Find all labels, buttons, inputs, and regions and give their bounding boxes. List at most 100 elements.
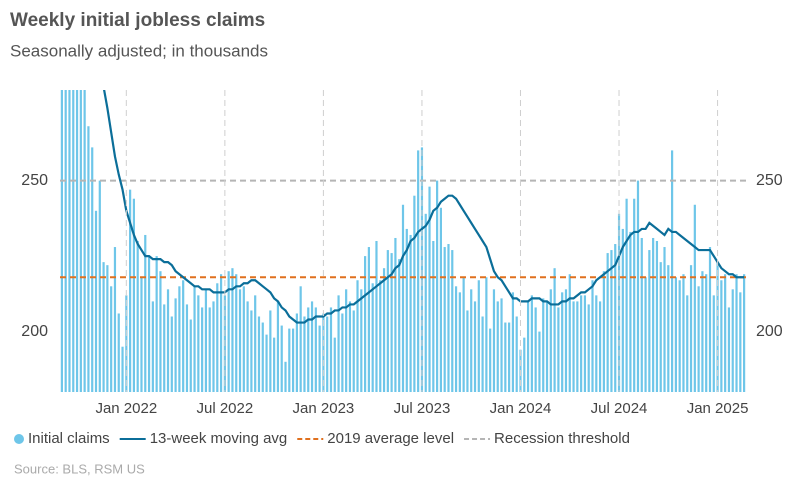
bar	[724, 274, 727, 392]
bar	[636, 180, 640, 392]
bar	[587, 304, 590, 392]
bar	[68, 90, 71, 392]
bar	[515, 316, 518, 392]
bar	[238, 289, 242, 392]
bar	[117, 313, 120, 392]
bar	[121, 346, 124, 392]
source-note: Source: BLS, RSM US	[14, 461, 145, 476]
bar	[481, 316, 484, 392]
bar	[398, 259, 401, 392]
bar	[83, 90, 86, 392]
bar	[261, 322, 264, 392]
bar	[189, 319, 192, 392]
bar	[564, 289, 568, 392]
bar	[310, 301, 314, 392]
legend-label: Recession threshold	[494, 430, 630, 447]
bar	[235, 274, 238, 392]
bar	[382, 268, 386, 392]
bar	[644, 277, 647, 392]
bar	[496, 301, 499, 392]
bar	[511, 292, 515, 392]
bar	[739, 292, 742, 392]
bar	[367, 247, 370, 392]
bar	[87, 126, 90, 392]
bar	[303, 316, 306, 392]
bar	[580, 295, 583, 392]
bar	[701, 271, 704, 392]
bar	[686, 295, 689, 392]
chart-title: Weekly initial jobless claims	[10, 10, 265, 31]
bar	[231, 268, 234, 392]
bar	[269, 310, 272, 392]
bar	[356, 280, 359, 392]
line	[103, 90, 745, 324]
bar	[705, 274, 708, 392]
bar	[655, 241, 659, 392]
bar	[390, 253, 393, 392]
x-tick-label: Jul 2022	[197, 400, 254, 417]
bar	[436, 180, 439, 392]
bar	[216, 283, 219, 392]
bar	[348, 301, 352, 392]
bar	[174, 298, 177, 392]
legend-label: 13-week moving avg	[150, 430, 288, 447]
bar	[166, 289, 170, 392]
bar	[621, 228, 624, 392]
bar	[288, 328, 291, 392]
bar	[549, 289, 552, 392]
bar	[265, 334, 268, 392]
bar	[60, 90, 63, 392]
bar	[132, 198, 136, 392]
bar	[523, 337, 526, 392]
bar	[291, 328, 295, 392]
bar	[178, 286, 181, 392]
bar	[307, 307, 310, 392]
bar	[371, 283, 374, 392]
bar	[147, 256, 151, 392]
legend-label: 2019 average level	[327, 430, 454, 447]
plot-area	[60, 90, 746, 392]
bar	[716, 262, 719, 392]
bar	[731, 289, 734, 392]
bar	[273, 337, 276, 392]
bar	[462, 277, 465, 392]
bar	[553, 268, 556, 392]
bar	[689, 265, 693, 392]
bar	[204, 289, 208, 392]
bar	[159, 271, 162, 392]
bar	[394, 237, 397, 392]
bar	[276, 301, 280, 392]
bar	[341, 313, 344, 392]
y-tick-label-right: 200	[756, 323, 783, 340]
bar	[329, 307, 333, 392]
bar	[542, 298, 545, 392]
bar	[576, 301, 579, 392]
x-tick-label: Jan 2024	[490, 400, 552, 417]
bar	[712, 295, 715, 392]
bar	[94, 210, 98, 392]
bar	[170, 316, 173, 392]
bar	[64, 90, 67, 392]
bar	[254, 295, 257, 392]
bar	[443, 247, 446, 392]
bar	[720, 280, 723, 392]
x-tick-label: Jan 2022	[95, 400, 157, 417]
bar	[250, 310, 253, 392]
bar	[625, 198, 628, 392]
bar	[284, 361, 287, 392]
bar	[75, 90, 79, 392]
bar	[561, 292, 564, 392]
bar	[504, 322, 507, 392]
bar	[659, 262, 662, 392]
bar	[413, 195, 416, 392]
bar	[485, 277, 488, 392]
bar	[102, 262, 105, 392]
chart-subtitle: Seasonally adjusted; in thousands	[10, 41, 268, 60]
bar	[568, 274, 571, 392]
bar	[583, 295, 587, 392]
bar	[591, 280, 594, 392]
bar	[386, 250, 389, 392]
bar	[379, 280, 382, 392]
bar	[129, 189, 132, 392]
